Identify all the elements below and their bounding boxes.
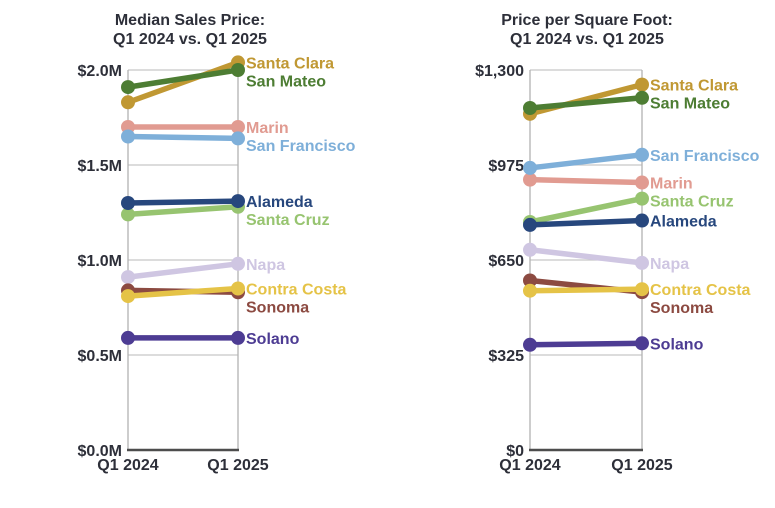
- data-point-santa-cruz-start: [121, 207, 135, 222]
- series-label-san-mateo: San Mateo: [650, 96, 730, 113]
- data-point-san-francisco-start: [121, 129, 135, 144]
- series-label-sonoma: Sonoma: [246, 300, 309, 317]
- x-tick-label: Q1 2025: [207, 457, 268, 474]
- data-point-san-mateo-start: [121, 80, 135, 95]
- chart2-title-line2: Q1 2024 vs. Q1 2025: [510, 31, 664, 48]
- series-line-santa-cruz: [527, 195, 645, 225]
- y-tick-label: $0.5M: [78, 348, 122, 365]
- y-tick-label: $1,300: [475, 63, 524, 80]
- series-line-contra-costa: [527, 286, 645, 294]
- series-label-solano: Solano: [650, 336, 704, 353]
- data-point-san-mateo-end: [635, 90, 649, 105]
- x-tick-label: Q1 2024: [499, 457, 560, 474]
- series-line-san-mateo: [527, 95, 645, 111]
- data-point-contra-costa-end: [635, 282, 649, 297]
- series-line-san-francisco: [125, 133, 241, 142]
- chart1-title-line2: Q1 2024 vs. Q1 2025: [113, 31, 267, 48]
- series-label-san-francisco: San Francisco: [246, 138, 356, 155]
- data-point-alameda-end: [635, 213, 649, 228]
- x-tick-label: Q1 2024: [97, 457, 158, 474]
- y-tick-label: $650: [488, 253, 524, 270]
- series-label-alameda: Alameda: [246, 194, 313, 211]
- data-point-san-francisco-end: [635, 147, 649, 162]
- data-point-marin-end: [635, 175, 649, 190]
- data-point-marin-end: [231, 120, 245, 134]
- series-line-san-francisco: [527, 152, 645, 171]
- chart1-title-line1: Median Sales Price:: [114, 12, 266, 29]
- series-label-solano: Solano: [246, 331, 300, 348]
- y-tick-label: $1.5M: [78, 158, 122, 175]
- y-tick-label: $0.0M: [78, 443, 122, 460]
- series-label-sonoma: Sonoma: [650, 300, 713, 317]
- series-line-solano: [527, 340, 645, 348]
- chart1-title: Median Sales Price: Q1 2024 vs. Q1 2025: [65, 11, 315, 49]
- data-point-san-mateo-end: [231, 63, 245, 77]
- data-point-san-francisco-start: [523, 160, 537, 175]
- data-point-solano-start: [121, 330, 135, 345]
- data-point-san-francisco-end: [231, 131, 245, 146]
- y-tick-label: $0: [506, 443, 524, 460]
- data-point-contra-costa-end: [231, 281, 245, 296]
- series-line-contra-costa: [125, 285, 241, 299]
- series-label-contra-costa: Contra Costa: [650, 282, 751, 299]
- data-point-alameda-start: [121, 196, 135, 210]
- series-label-san-francisco: San Francisco: [650, 148, 760, 165]
- data-point-santa-cruz-end: [635, 191, 649, 206]
- series-line-napa: [125, 261, 241, 280]
- series-label-marin: Marin: [650, 176, 693, 193]
- data-point-napa-start: [121, 270, 135, 285]
- series-line-marin: [527, 176, 645, 186]
- series-label-napa: Napa: [246, 257, 285, 274]
- data-point-napa-start: [523, 242, 537, 257]
- data-point-napa-end: [635, 255, 649, 270]
- data-point-solano-end: [635, 336, 649, 351]
- series-label-santa-cruz: Santa Cruz: [246, 212, 330, 229]
- data-point-solano-end: [231, 330, 245, 345]
- data-point-marin-start: [523, 172, 537, 187]
- series-label-san-mateo: San Mateo: [246, 73, 326, 90]
- data-point-contra-costa-start: [121, 289, 135, 304]
- series-line-san-mateo: [125, 67, 241, 90]
- data-point-santa-clara-start: [121, 95, 135, 110]
- data-point-sonoma-start: [523, 273, 537, 288]
- x-tick-label: Q1 2025: [611, 457, 672, 474]
- data-point-santa-clara-end: [635, 77, 649, 92]
- data-point-san-mateo-start: [523, 101, 537, 115]
- series-label-santa-clara: Santa Clara: [650, 78, 738, 95]
- series-label-contra-costa: Contra Costa: [246, 282, 347, 299]
- data-point-solano-start: [523, 337, 537, 352]
- series-label-marin: Marin: [246, 120, 289, 137]
- data-point-contra-costa-start: [523, 283, 537, 298]
- series-label-alameda: Alameda: [650, 214, 717, 231]
- y-tick-label: $1.0M: [78, 253, 122, 270]
- series-label-santa-cruz: Santa Cruz: [650, 194, 734, 211]
- data-point-napa-end: [231, 256, 245, 271]
- series-line-santa-cruz: [125, 204, 241, 218]
- series-line-napa: [527, 247, 645, 266]
- series-line-alameda: [527, 217, 645, 228]
- series-label-santa-clara: Santa Clara: [246, 55, 334, 72]
- series-line-santa-clara: [125, 59, 241, 106]
- series-label-napa: Napa: [650, 256, 689, 273]
- y-tick-label: $325: [488, 348, 524, 365]
- chart2-title: Price per Square Foot: Q1 2024 vs. Q1 20…: [462, 11, 712, 49]
- series-line-alameda: [125, 198, 241, 206]
- chart2-title-line1: Price per Square Foot:: [501, 12, 673, 29]
- y-tick-label: $2.0M: [78, 63, 122, 80]
- y-tick-label: $975: [488, 158, 524, 175]
- data-point-alameda-start: [523, 217, 537, 232]
- data-point-alameda-end: [231, 194, 245, 209]
